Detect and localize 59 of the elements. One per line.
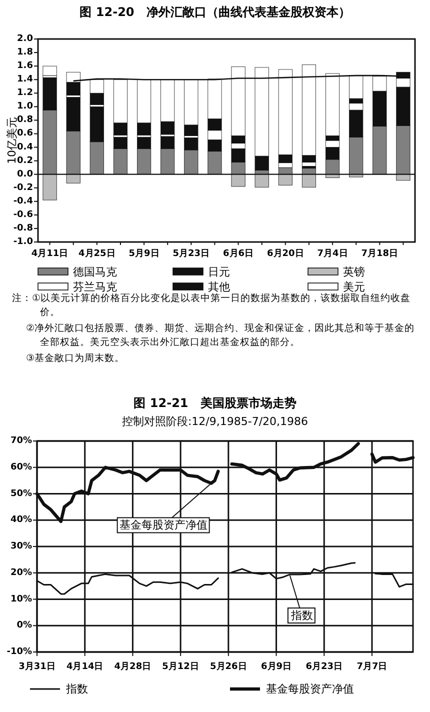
y-tick-label: 30%	[10, 542, 32, 552]
legend-label: 指数	[65, 682, 88, 696]
x-tick-label: 6月6日	[223, 248, 254, 259]
x-tick-label: 6月9日	[261, 661, 292, 672]
x-tick-label: 7月4日	[317, 248, 348, 259]
y-tick-label: 0.0	[17, 169, 33, 180]
x-tick-label: 4月25日	[78, 248, 116, 259]
y-tick-label: -0.8	[13, 223, 33, 234]
y-tick-label: 1.8	[17, 48, 33, 58]
legend-label: 美元	[343, 280, 365, 294]
annotation: 指数	[290, 609, 313, 622]
text: ②净外汇敞口包括股票、债券、期货、远期合约、现金和保证金，因此其总和等于基金的全部权益。美元空头表示出外汇敞口超出基金权益的部分。	[25, 322, 416, 350]
x-tick-label: 5月12日	[162, 661, 199, 672]
legend-label: 德国马克	[73, 266, 117, 278]
y-tick-label: -0.2	[13, 182, 33, 193]
legend-label: 英镑	[343, 266, 365, 278]
y-tick-label: 1.4	[17, 74, 33, 85]
y-tick-label: 60%	[10, 462, 32, 472]
y-tick-label: 0.6	[17, 128, 33, 139]
chart-title: 图 12-21 美国股票市场走势	[134, 396, 296, 410]
y-tick-label: 1.6	[17, 61, 33, 72]
x-tick-label: 6月20日	[267, 248, 304, 259]
x-tick-label: 7月7日	[356, 661, 388, 672]
y-tick-label: 40%	[10, 515, 32, 526]
bar	[42, 66, 57, 76]
y-tick-label: 20%	[10, 568, 32, 578]
y-tick-label: 50%	[10, 488, 32, 499]
x-tick-label: 7月18日	[361, 248, 398, 259]
y-tick-label: -10%	[6, 647, 32, 657]
y-tick-label: 0.4	[17, 142, 33, 152]
x-tick-label: 4月28日	[114, 661, 152, 672]
x-tick-label: 5月26日	[210, 661, 247, 672]
x-tick-label: 4月11日	[31, 248, 68, 259]
x-tick-label: 3月31日	[18, 661, 56, 672]
y-tick-label: -0.6	[13, 210, 33, 220]
x-tick-label: 5月9日	[128, 248, 160, 259]
y-tick-label: 1.0	[17, 102, 33, 112]
chart-title: 图 12-20 净外汇敞口（曲线代表基金股权资本）	[80, 5, 350, 19]
legend-label: 其他	[208, 280, 230, 294]
x-tick-label: 5月23日	[172, 248, 210, 259]
y-tick-label: -0.4	[13, 196, 33, 206]
legend-label: 日元	[208, 266, 230, 278]
legend-label: 芬兰马克	[73, 280, 117, 294]
text: ③基金敞口为周末数。	[25, 352, 126, 366]
y-tick-label: 1.2	[17, 88, 33, 98]
y-tick-label: -1.0	[13, 237, 33, 247]
y-tick-label: 0.8	[17, 115, 33, 126]
y-axis-title: 10亿美元	[6, 117, 18, 164]
x-tick-label: 6月23日	[306, 661, 343, 672]
y-tick-label: 10%	[10, 594, 32, 604]
annotation: 基金每股资产净值	[119, 518, 208, 532]
text: 注：①以美元计算的价格百分比变化是以表中第一日的数据为基数的，该数据取自纽约收盘价。	[11, 292, 412, 320]
chart-subtitle: 控制对照阶段:12/9,1985-7/20,1986	[122, 415, 308, 428]
y-tick-label: 0%	[16, 620, 32, 631]
y-tick-label: 0.2	[17, 156, 33, 166]
legend-label: 基金每股资产净值	[266, 682, 354, 696]
y-tick-label: 2.0	[17, 34, 33, 44]
x-tick-label: 4月14日	[66, 661, 104, 672]
y-tick-label: 70%	[10, 436, 32, 446]
